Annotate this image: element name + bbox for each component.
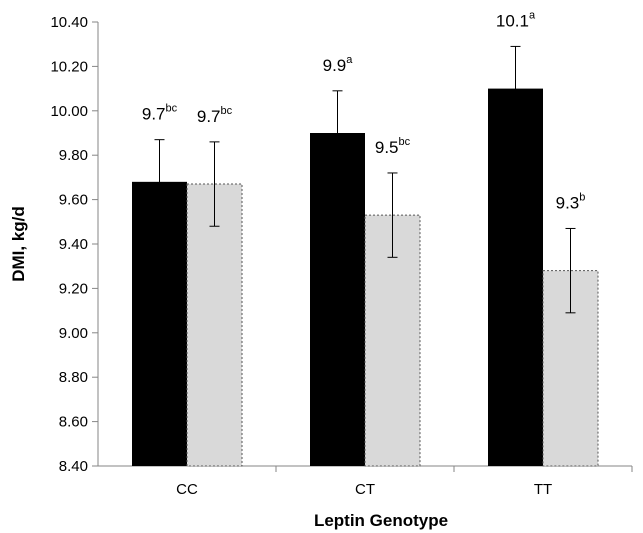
data-label-value: 9.7 bbox=[197, 107, 221, 126]
y-tick-label: 9.80 bbox=[59, 147, 88, 164]
y-tick-label: 8.40 bbox=[59, 458, 88, 475]
data-label-superscript: bc bbox=[221, 105, 233, 117]
y-tick-label: 9.20 bbox=[59, 280, 88, 297]
data-label: 9.5bc bbox=[375, 136, 411, 157]
data-label-value: 9.9 bbox=[323, 56, 347, 75]
x-category-label: TT bbox=[534, 481, 552, 498]
data-label: 9.7bc bbox=[197, 105, 233, 126]
data-label-value: 10.1 bbox=[496, 11, 529, 30]
bar bbox=[488, 88, 543, 466]
y-tick-label: 9.00 bbox=[59, 325, 88, 342]
x-category-label: CC bbox=[176, 481, 198, 498]
data-label-superscript: bc bbox=[166, 103, 178, 115]
data-label-superscript: b bbox=[579, 191, 585, 203]
x-category-label: CT bbox=[355, 481, 375, 498]
data-label-value: 9.5 bbox=[375, 138, 399, 157]
data-label: 9.3b bbox=[556, 191, 586, 212]
plot-area: 8.40 8.60 8.80 9.00 9.20 9.40 9.60 9.80 10.00 10.… bbox=[50, 9, 633, 498]
bar bbox=[186, 183, 243, 467]
y-axis-title: DMI, kg/d bbox=[9, 206, 28, 282]
bar bbox=[542, 270, 599, 467]
y-tick-label: 9.60 bbox=[59, 192, 88, 209]
data-label: 9.9a bbox=[323, 54, 354, 75]
y-tick-label: 10.20 bbox=[50, 58, 88, 75]
y-tick-label: 8.80 bbox=[59, 369, 88, 386]
y-tick-label: 8.60 bbox=[59, 414, 88, 431]
data-label-value: 9.3 bbox=[556, 193, 580, 212]
y-tick-label: 10.40 bbox=[50, 14, 88, 31]
y-tick-label: 9.40 bbox=[59, 236, 88, 253]
data-label-value: 9.7 bbox=[142, 105, 166, 124]
y-tick-label: 10.00 bbox=[50, 103, 88, 120]
bar bbox=[310, 133, 365, 466]
x-axis-title: Leptin Genotype bbox=[314, 511, 448, 530]
bar bbox=[132, 181, 187, 466]
data-label: 10.1a bbox=[496, 9, 536, 30]
data-label: 9.7bc bbox=[142, 103, 178, 124]
data-label-superscript: bc bbox=[399, 136, 411, 148]
data-label-superscript: a bbox=[529, 9, 536, 21]
data-label-superscript: a bbox=[346, 54, 353, 66]
